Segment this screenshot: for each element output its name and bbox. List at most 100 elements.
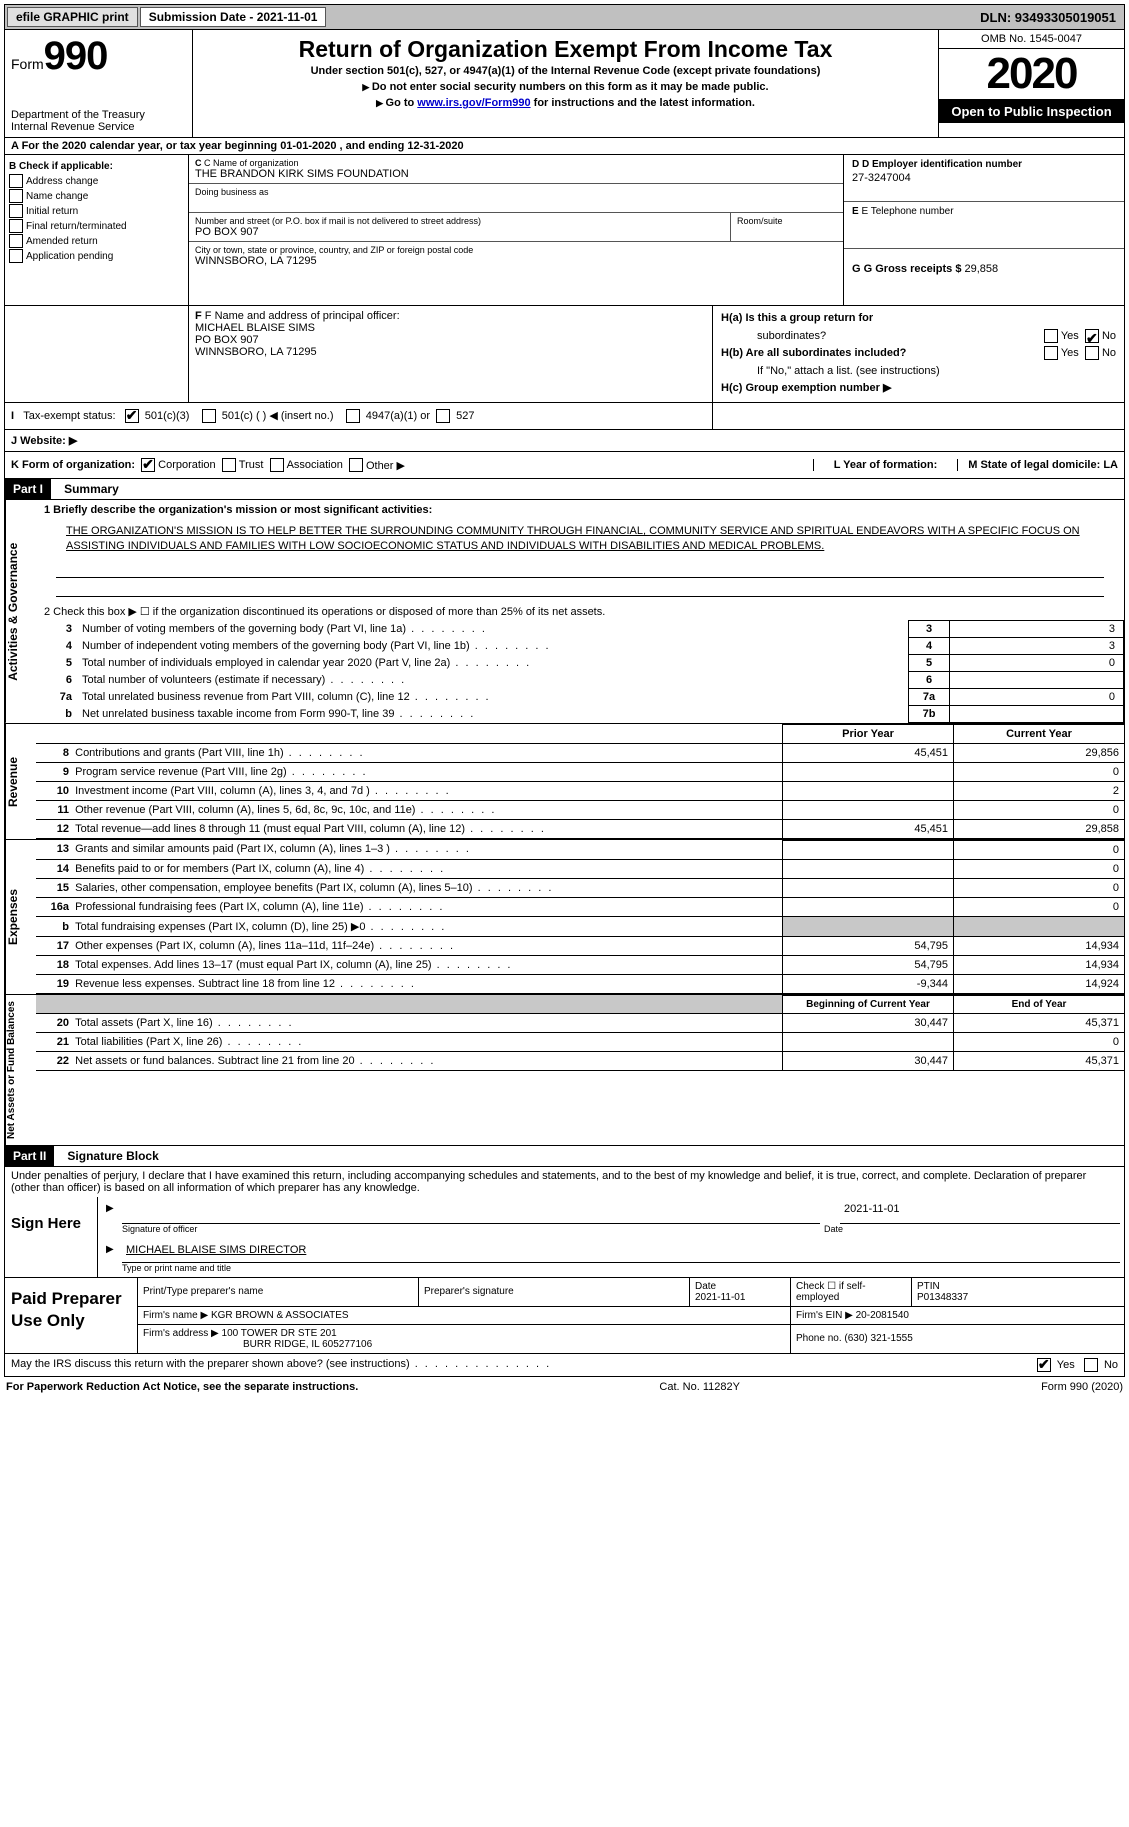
curr-val: 45,371 [954, 1051, 1125, 1070]
cb-527[interactable] [436, 409, 450, 423]
curr-val: 0 [954, 897, 1125, 916]
gov-row: 6 Total number of volunteers (estimate i… [36, 671, 1124, 688]
officer-name-line: MICHAEL BLAISE SIMS DIRECTOR [122, 1242, 1120, 1263]
cb-hb-yes[interactable] [1044, 346, 1058, 360]
line-desc: 12 Total revenue—add lines 8 through 11 … [36, 819, 783, 838]
dept-line-1: Department of the Treasury [11, 109, 186, 121]
top-toolbar: efile GRAPHIC print Submission Date - 20… [4, 4, 1125, 30]
box-b: B Check if applicable: Address change Na… [5, 155, 189, 305]
part-2-title: Signature Block [57, 1149, 158, 1163]
line-desc: 16a Professional fundraising fees (Part … [36, 897, 783, 916]
firm-phone-lbl: Phone no. [796, 1333, 842, 1344]
cb-ha-yes[interactable] [1044, 329, 1058, 343]
line-1-label: 1 Briefly describe the organization's mi… [44, 504, 432, 516]
cb-trust[interactable] [222, 458, 236, 472]
line-desc: 21 Total liabilities (Part X, line 26) [36, 1032, 783, 1051]
hb-note: If "No," attach a list. (see instruction… [721, 363, 1116, 381]
cb-amended[interactable] [9, 234, 23, 248]
efile-print-button[interactable]: efile GRAPHIC print [7, 7, 138, 27]
prep-name-hdr: Print/Type preparer's name [143, 1286, 263, 1297]
hc-label: H(c) Group exemption number ▶ [721, 382, 891, 394]
sig-date-caption: Date [820, 1224, 1120, 1234]
row-klm: K Form of organization: Corporation Trus… [4, 452, 1125, 479]
na-spacer [36, 995, 783, 1013]
line-desc: Number of voting members of the governin… [77, 620, 909, 637]
prior-val [783, 762, 954, 781]
line-box: 5 [909, 654, 950, 671]
form-subtitle: Under section 501(c), 527, or 4947(a)(1)… [203, 65, 928, 77]
curr-val: 14,934 [954, 936, 1125, 955]
dba-value [195, 197, 198, 209]
header-center: Return of Organization Exempt From Incom… [193, 30, 939, 137]
spacer-left [5, 306, 189, 402]
page-footer: For Paperwork Reduction Act Notice, see … [4, 1377, 1125, 1397]
k-label: K Form of organization: [11, 459, 135, 471]
part-2-header: Part II [5, 1146, 54, 1166]
sig-date: 2021-11-01 [840, 1201, 1120, 1224]
curr-val: 2 [954, 781, 1125, 800]
cb-final-return[interactable] [9, 219, 23, 233]
hdr-prior: Prior Year [783, 724, 954, 743]
cb-address-change[interactable] [9, 174, 23, 188]
cat-no: Cat. No. 11282Y [659, 1381, 740, 1393]
box-c: C C Name of organization THE BRANDON KIR… [189, 155, 844, 305]
sig-officer-caption: Signature of officer [102, 1224, 820, 1234]
prior-val [783, 800, 954, 819]
cb-name-change[interactable] [9, 189, 23, 203]
line-desc: 15 Salaries, other compensation, employe… [36, 878, 783, 897]
curr-val: 0 [954, 1032, 1125, 1051]
gov-row: 3 Number of voting members of the govern… [36, 620, 1124, 637]
line-val: 3 [950, 637, 1124, 654]
dln-label: DLN: 93493305019051 [980, 10, 1122, 25]
cb-assoc[interactable] [270, 458, 284, 472]
l-label: L Year of formation: [834, 459, 938, 471]
cb-app-pending[interactable] [9, 249, 23, 263]
line-val [950, 671, 1124, 688]
line-desc: Number of independent voting members of … [77, 637, 909, 654]
ein-label: D D Employer identification number [852, 159, 1116, 170]
cb-hb-no[interactable] [1085, 346, 1099, 360]
form990-link[interactable]: www.irs.gov/Form990 [417, 97, 530, 109]
line-desc: b Total fundraising expenses (Part IX, c… [36, 916, 783, 936]
cb-4947[interactable] [346, 409, 360, 423]
table-row: 13 Grants and similar amounts paid (Part… [36, 840, 1124, 859]
cb-other[interactable] [349, 458, 363, 472]
table-row: 11 Other revenue (Part VIII, column (A),… [36, 800, 1124, 819]
firm-addr-lbl: Firm's address ▶ [143, 1328, 219, 1339]
side-revenue: Revenue [5, 724, 36, 839]
ein-value: 27-3247004 [852, 170, 1116, 184]
line-desc: 10 Investment income (Part VIII, column … [36, 781, 783, 800]
omb-number: OMB No. 1545-0047 [939, 30, 1124, 49]
governance-table: 3 Number of voting members of the govern… [36, 620, 1124, 723]
mission-blank-1 [56, 563, 1104, 578]
side-governance: Activities & Governance [5, 500, 36, 723]
section-revenue: Revenue Prior Year Current Year 8 Contri… [4, 724, 1125, 840]
line-desc: Total number of volunteers (estimate if … [77, 671, 909, 688]
box-b-title: B Check if applicable: [9, 159, 184, 174]
officer-name: MICHAEL BLAISE SIMS [195, 322, 706, 334]
curr-val: 45,371 [954, 1013, 1125, 1032]
firm-ein: 20-2081540 [856, 1310, 909, 1321]
prep-date-hdr: Date [695, 1281, 716, 1292]
cb-501c[interactable] [202, 409, 216, 423]
firm-addr1: 100 TOWER DR STE 201 [222, 1328, 337, 1339]
line-desc: 20 Total assets (Part X, line 16) [36, 1013, 783, 1032]
box-d: D D Employer identification number 27-32… [844, 155, 1124, 305]
cb-discuss-no[interactable] [1084, 1358, 1098, 1372]
line-2: 2 Check this box ▶ ☐ if the organization… [36, 601, 1124, 620]
tax-status-label: Tax-exempt status: [23, 410, 115, 422]
cb-ha-no[interactable] [1085, 329, 1099, 343]
officer-addr: PO BOX 907 [195, 334, 706, 346]
cb-initial-return[interactable] [9, 204, 23, 218]
cb-corp[interactable] [141, 458, 155, 472]
f-label: F F Name and address of principal office… [195, 310, 706, 322]
hdr-end: End of Year [954, 995, 1125, 1013]
cb-discuss-yes[interactable] [1037, 1358, 1051, 1372]
gross-receipts: 29,858 [965, 263, 999, 275]
officer-signature-line[interactable] [122, 1201, 820, 1224]
ha-sub: subordinates? [721, 328, 826, 346]
prior-val: 30,447 [783, 1013, 954, 1032]
line-desc: 14 Benefits paid to or for members (Part… [36, 859, 783, 878]
curr-val: 0 [954, 878, 1125, 897]
cb-501c3[interactable] [125, 409, 139, 423]
